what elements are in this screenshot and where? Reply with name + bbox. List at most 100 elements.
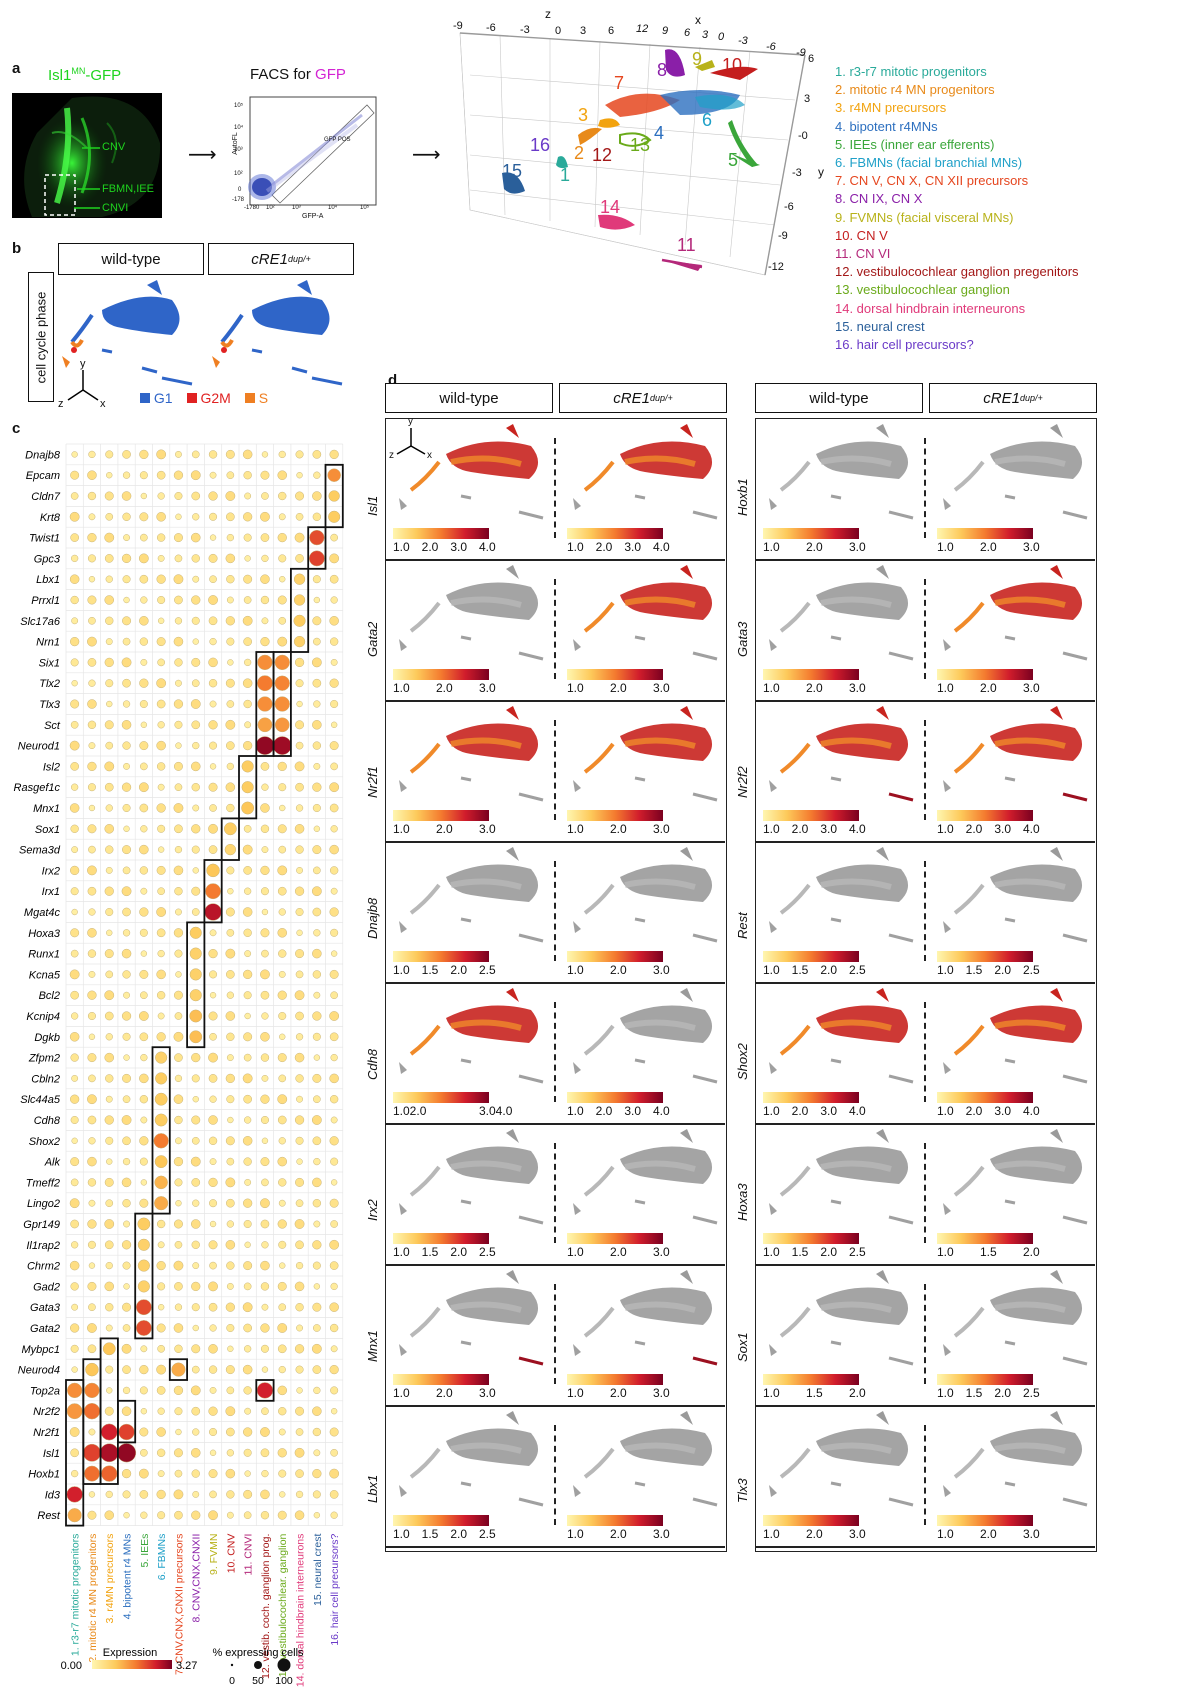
dot-Neurod4-c7	[171, 1362, 186, 1377]
dot-Cdh8-c10	[227, 1116, 234, 1124]
cluster-label: 16. hair cell precursors?	[329, 1533, 341, 1645]
dot-Nr2f2-c12	[261, 1407, 269, 1416]
feature-umap-Hoxb1-mut	[935, 424, 1095, 524]
dot-Id3-c14	[295, 1490, 304, 1499]
dot-Mnx1-c13	[279, 804, 286, 812]
dot-Top2a-c1	[67, 1382, 83, 1399]
dot-Prrxl1-c10	[226, 596, 234, 604]
dot-Runx1-c1	[70, 949, 79, 958]
umap-cluster-num: 1	[560, 165, 571, 185]
cluster-legend-item: 11. CN VI	[835, 246, 891, 261]
dot-Alk-c12	[260, 1157, 270, 1167]
dot-Tmeff2-c5	[140, 1179, 148, 1186]
gene-label: Neurod1	[18, 741, 60, 753]
dot-Alk-c6	[154, 1155, 168, 1169]
dot-Chrm2-c1	[69, 1260, 80, 1271]
dot-Isl1-c1	[70, 1448, 79, 1458]
feature-colorbar	[567, 1092, 663, 1103]
dot-Top2a-c8	[190, 1385, 201, 1396]
dot-Sema3d-c4	[122, 845, 132, 855]
expr-max: 3.27	[176, 1660, 197, 1672]
dot-Isl1-c9	[209, 1449, 217, 1456]
dot-Alk-c14	[296, 1158, 303, 1165]
dot-Sox1-c9	[208, 823, 218, 834]
feature-colorbar-tick: 2.0	[994, 1386, 1012, 1400]
dot-Tlx3-c8	[190, 699, 201, 709]
dot-Epcam-c15	[313, 471, 321, 479]
feature-colorbar-tick: 1.0	[937, 1104, 954, 1118]
dot-Id3-c7	[173, 1489, 184, 1500]
feature-colorbar-tick: 2.0	[1023, 1245, 1040, 1259]
dot-Kcna5-c13	[278, 970, 286, 978]
dot-Nr2f2-c15	[312, 1406, 322, 1416]
feature-gene-name: Dnajb8	[365, 897, 380, 939]
dot-Tlx3-c15	[313, 700, 321, 708]
cluster-label: 9. FVMN	[208, 1534, 220, 1575]
feature-colorbar	[763, 1092, 859, 1103]
dot-Epcam-c10	[226, 471, 235, 480]
dot-Epcam-c9	[209, 471, 217, 479]
feature-colorbar-tick: 1.0	[937, 1386, 954, 1400]
dot-Top2a-c6	[156, 1386, 166, 1395]
row-divider	[385, 1405, 725, 1407]
dot-Bcl2-c1	[70, 990, 79, 1000]
dot-Tlx2-c6	[156, 678, 167, 689]
feature-umap-Shox2-mut	[935, 988, 1095, 1088]
dot-Chrm2-c10	[226, 1261, 235, 1270]
gene-label: Slc44a5	[20, 1094, 61, 1106]
dot-Prrxl1-c15	[313, 596, 321, 604]
dot-Shox2-c8	[191, 1136, 200, 1145]
dot-Chrm2-c6	[156, 1260, 166, 1271]
dot-Gpc3-c8	[191, 554, 200, 563]
dot-Krt8-c15	[312, 512, 322, 521]
dot-Rest-c10	[226, 1511, 234, 1519]
dot-Rasgef1c-c6	[157, 783, 165, 791]
umap-cluster-num: 8	[657, 60, 668, 80]
dot-Kcnip4-c15	[312, 1011, 322, 1021]
dot-Dgkb-c14	[295, 1033, 304, 1041]
dot-Chrm2-c2	[88, 1262, 96, 1269]
dot-Kcnip4-c3	[104, 1011, 114, 1021]
cluster-legend-item: 1. r3-r7 mitotic progenitors	[835, 64, 987, 79]
dot-Neurod4-c6	[156, 1364, 167, 1375]
dot-Gpc3-c1	[71, 554, 79, 563]
gene-label: Isl1	[43, 1448, 60, 1460]
umap-top-tick: 6	[608, 25, 615, 37]
dot-Dnajb8-c13	[278, 450, 286, 459]
gene-label: Irx2	[42, 865, 60, 877]
dot-Isl2-c12	[260, 762, 270, 771]
dot-Nr2f1-c3	[100, 1423, 118, 1441]
feature-umap-Gata2-wt	[391, 565, 551, 665]
dot-Rest-c16	[330, 1511, 338, 1519]
highlight-box	[324, 463, 344, 529]
umap-top-tick: -9	[796, 47, 806, 59]
dot-Gpc3-c12	[261, 554, 269, 563]
feature-colorbar	[393, 951, 489, 962]
dot-Id3-c2	[88, 1491, 96, 1498]
dot-Lbx1-c3	[105, 575, 113, 583]
dot-Chrm2-c11	[243, 1261, 253, 1271]
dot-Mnx1-c12	[260, 803, 270, 813]
dot-Neurod4-c5	[139, 1364, 149, 1375]
dot-Mybpc1-c4	[121, 1343, 132, 1354]
dot-Gata2-c10	[226, 1323, 235, 1333]
feature-colorbar-tick: 3.0	[820, 822, 838, 836]
dot-Isl1-c7	[173, 1448, 183, 1458]
feature-colorbar-tick: 1.0	[393, 681, 410, 695]
feature-colorbar	[937, 1233, 1033, 1244]
feature-colorbar-tick: 3.0	[653, 822, 670, 836]
dot-Nrn1-c8	[192, 638, 199, 645]
dot-Krt8-c8	[192, 513, 200, 521]
dot-Neurod1-c15	[312, 741, 322, 750]
dot-Chrm2-c14	[295, 1261, 304, 1270]
dot-Kcnip4-c2	[87, 1011, 96, 1021]
dot-Nrn1-c5	[139, 637, 149, 646]
gene-label: Isl2	[43, 761, 60, 773]
highlight-box	[151, 1046, 171, 1215]
dot-Slc17a6-c1	[71, 617, 79, 625]
highlight-box	[203, 859, 223, 924]
dot-Six1-c3	[104, 657, 114, 668]
dot-Sct-c4	[121, 720, 132, 730]
dot-Epcam-c6	[156, 470, 166, 480]
cluster-label: 3. r4MN precursors	[104, 1534, 116, 1624]
